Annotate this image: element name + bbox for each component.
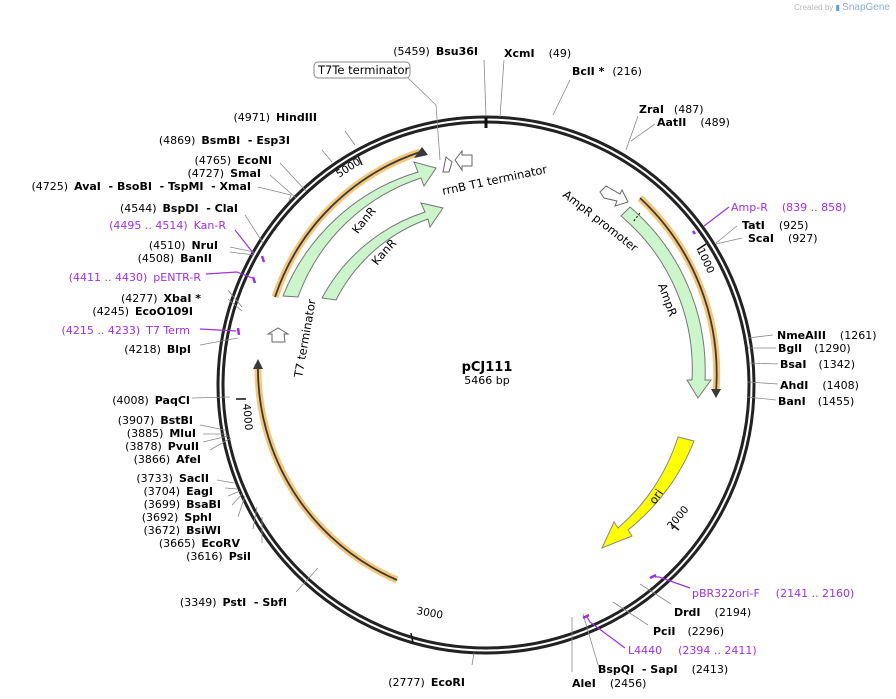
svg-text:(3692)SphI: (3692) SphI xyxy=(142,511,212,524)
svg-text:(3733)SacII: (3733) SacII xyxy=(136,472,209,485)
svg-text:(4727)SmaI: (4727) SmaI xyxy=(188,167,261,180)
snapgene-logo-icon: ▮ xyxy=(835,3,840,12)
svg-text:XcmI(49): XcmI (49) xyxy=(504,47,571,60)
enzyme-labels-right: XcmI (49) BclI * (216) ZraI (487) AatII (489… xyxy=(504,47,877,690)
plasmid-length: 5466 bp xyxy=(464,374,509,387)
svg-text:(3672)BsiWI: (3672) BsiWI xyxy=(143,524,221,537)
svg-text:pBR322ori-F(2141 .. 2160): pBR322ori-F (2141 .. 2160) xyxy=(692,587,854,600)
svg-text:(3885)MluI: (3885) MluI xyxy=(127,427,196,440)
svg-text:(4008)PaqCI: (4008) PaqCI xyxy=(112,394,190,407)
snapgene-credit: Created by ▮ SnapGene xyxy=(794,2,890,13)
feature-label-t7te-terminator: T7Te terminator xyxy=(317,63,410,77)
kanr-outer-arrow xyxy=(282,161,437,298)
svg-text:L4440(2394 .. 2411): L4440 (2394 .. 2411) xyxy=(628,644,757,657)
tick-label-3000: 3000 xyxy=(415,605,443,621)
position-ticks xyxy=(236,155,707,644)
kanr-inner-arrow xyxy=(321,202,444,301)
ampr-divider xyxy=(632,212,641,223)
svg-text:(3878)PvuII: (3878) PvuII xyxy=(125,440,199,453)
svg-text:AleI(2456): AleI (2456) xyxy=(572,677,646,690)
orf-arcs xyxy=(253,147,721,584)
svg-text:(3665)EcoRV: (3665) EcoRV xyxy=(159,537,241,550)
svg-text:(4725)AvaI - BsoBI - TspMI: (4725) AvaI - BsoBI - TspMI - XmaI xyxy=(32,180,251,193)
svg-text:AhdI(1408): AhdI (1408) xyxy=(780,379,859,392)
svg-text:(3616)PsiI: (3616) PsiI xyxy=(186,550,251,563)
svg-text:BsaI(1342): BsaI (1342) xyxy=(780,358,855,371)
t7-terminator-icon xyxy=(266,327,290,343)
primer-marks xyxy=(199,206,730,649)
enzyme-leader-lines xyxy=(191,59,779,672)
rrnb-t1-terminator-icon xyxy=(442,149,473,173)
svg-text:NmeAIII(1261): NmeAIII (1261) xyxy=(777,329,877,342)
svg-text:(5459)Bsu36I: (5459) Bsu36I xyxy=(393,45,478,58)
svg-text:(4215 .. 4233)T7 Term: (4215 .. 4233) T7 Term xyxy=(62,324,190,337)
svg-text:BclI *(216): BclI * (216) xyxy=(572,65,642,78)
svg-text:(4277)XbaI *: (4277) XbaI * xyxy=(121,292,201,305)
svg-text:(3704)EagI: (3704) EagI xyxy=(144,485,213,498)
svg-text:(3349)PstI - SbfI: (3349) PstI - SbfI xyxy=(180,596,287,609)
feature-label-t7-terminator: T7 terminator xyxy=(291,298,319,380)
svg-text:BglI(1290): BglI (1290) xyxy=(778,342,851,355)
svg-text:(4508)BanII: (4508) BanII xyxy=(138,252,212,265)
plasmid-name: pCJ111 xyxy=(462,360,513,375)
svg-text:(4218)BlpI: (4218) BlpI xyxy=(124,343,191,356)
svg-text:(3866)AfeI: (3866) AfeI xyxy=(134,453,201,466)
svg-text:(4411 .. 4430)pENTR-R: (4411 .. 4430) pENTR-R xyxy=(69,271,202,284)
svg-text:DrdI(2194): DrdI (2194) xyxy=(674,606,751,619)
feature-label-rrnb-t1-terminator: rrnB T1 terminator xyxy=(441,162,549,198)
svg-text:(3699)BsaBI: (3699) BsaBI xyxy=(144,498,221,511)
svg-text:(4869)BsmBI - Esp3I: (4869) BsmBI - Esp3I xyxy=(159,134,290,147)
svg-text:(4245)EcoO109I: (4245) EcoO109I xyxy=(92,305,193,318)
t7te-terminator-box xyxy=(313,61,411,79)
svg-text:ZraI(487): ZraI (487) xyxy=(639,103,704,116)
svg-text:(3907)BstBI: (3907) BstBI xyxy=(118,414,193,427)
ampr-promoter-icon xyxy=(599,185,629,207)
svg-text:(4510)NruI: (4510) NruI xyxy=(149,239,218,252)
svg-text:(2777)EcoRI: (2777) EcoRI xyxy=(388,676,465,689)
credit-prefix: Created by xyxy=(794,3,834,12)
svg-text:BspQI - SapI(2413): BspQI - SapI (2413) xyxy=(598,663,728,676)
primer-labels: Amp-R (839 .. 858) pBR322ori-F (2141 .. 21… xyxy=(62,201,855,657)
tick-label-4000: 4000 xyxy=(240,403,254,431)
ampr-arrow xyxy=(620,206,712,399)
enzyme-labels-left: (5459) Bsu36I (4971) HindIII (4869) BsmBI -… xyxy=(32,45,478,689)
svg-text:AatII(489): AatII (489) xyxy=(657,116,730,129)
credit-brand: SnapGene xyxy=(842,2,890,13)
svg-text:PciI(2296): PciI (2296) xyxy=(653,625,724,638)
svg-text:TatI(925): TatI (925) xyxy=(742,219,808,232)
ori-arrow xyxy=(601,436,695,549)
svg-text:(4544)BspDI - ClaI: (4544) BspDI - ClaI xyxy=(120,202,238,215)
svg-text:(4495 .. 4514)Kan-R: (4495 .. 4514) Kan-R xyxy=(109,219,226,232)
svg-text:Amp-R(839 .. 858): Amp-R (839 .. 858) xyxy=(731,201,846,214)
svg-text:(4971)HindIII: (4971) HindIII xyxy=(233,111,317,124)
svg-text:ScaI(927): ScaI (927) xyxy=(748,232,818,245)
tick-label-2000: 2000 xyxy=(665,504,691,532)
svg-text:(4765)EcoNI: (4765) EcoNI xyxy=(195,154,272,167)
svg-text:BanI(1455): BanI (1455) xyxy=(778,395,854,408)
